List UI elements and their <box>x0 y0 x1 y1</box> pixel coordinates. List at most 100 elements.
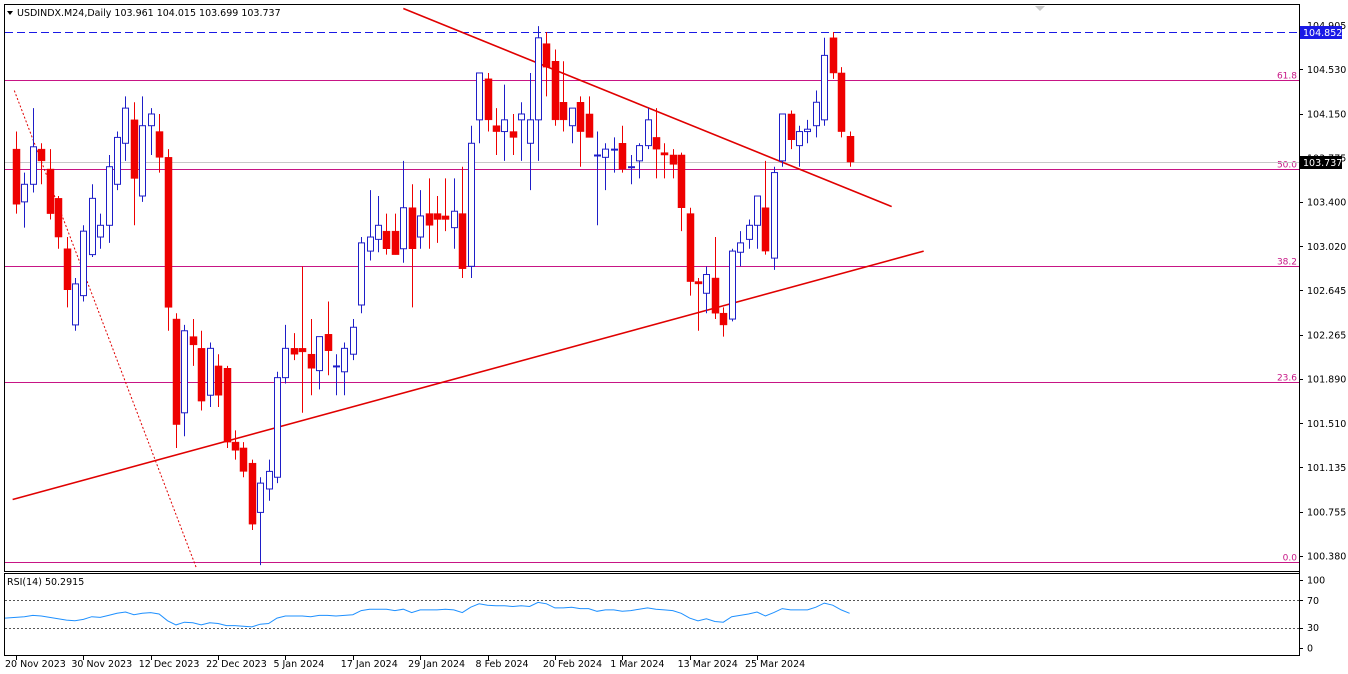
candle <box>669 149 678 179</box>
candle <box>787 110 796 150</box>
date-tick-label: 8 Feb 2024 <box>476 659 529 670</box>
candle-body-bear <box>694 281 703 285</box>
candle-body-bull <box>804 128 811 133</box>
candle-body-bear <box>172 318 181 425</box>
candle <box>829 31 838 79</box>
candle-body-bull <box>703 274 710 294</box>
current-price-tag: 103.737 <box>1300 156 1342 169</box>
trendline-descending[interactable] <box>403 7 892 208</box>
candle-body-bear <box>441 215 450 220</box>
resistance-price-tag: 104.852 <box>1300 26 1342 39</box>
candle-body-bull <box>518 113 525 121</box>
candle-body-bull <box>207 347 214 396</box>
price-tick-label: 104.150 <box>1307 109 1346 120</box>
candle-body-bull <box>796 131 803 147</box>
candle-body-bull <box>754 195 761 226</box>
candle-body-bear <box>290 348 299 355</box>
candle <box>476 72 483 144</box>
rsi-line <box>4 601 850 628</box>
candle <box>89 184 96 257</box>
candle-body-bull <box>72 283 79 326</box>
candle <box>509 113 518 155</box>
horizontal-lines <box>5 32 1299 163</box>
candle <box>80 225 87 302</box>
candle-body-bear <box>197 348 206 402</box>
date-tick-label: 29 Jan 2024 <box>408 659 465 670</box>
candle <box>837 67 846 138</box>
candle-body-bear <box>618 143 627 170</box>
rsi-panel-frame <box>4 573 1300 656</box>
candle-body-bear <box>829 37 838 74</box>
candle <box>12 131 21 214</box>
candle-body-bull <box>636 145 643 162</box>
candle <box>148 108 155 155</box>
candle <box>408 184 417 308</box>
candle-body-bear <box>559 102 568 121</box>
candle-body-bull <box>106 166 113 226</box>
candle-body-bear <box>130 119 139 179</box>
candle <box>761 160 770 255</box>
candle-body-bear <box>239 447 248 472</box>
candle-body-bear <box>542 43 551 68</box>
trendline-ascending[interactable] <box>12 250 924 501</box>
candle-body-bull <box>569 107 576 127</box>
rsi-tick-label: 30 <box>1307 623 1319 634</box>
candle <box>518 102 525 161</box>
candle-body-bull <box>148 113 155 127</box>
candle-body-bear <box>686 213 695 282</box>
candle <box>172 313 181 448</box>
candle <box>576 96 585 167</box>
candle <box>796 125 803 167</box>
candle <box>719 307 728 337</box>
candle-body-bear <box>391 230 400 255</box>
candle-body-bear <box>576 102 585 132</box>
candle <box>645 108 652 150</box>
chart-shift-marker-icon[interactable] <box>1035 6 1045 11</box>
candle-body-bull <box>594 154 601 157</box>
candle-body-bear <box>652 137 661 150</box>
candle <box>274 371 281 484</box>
price-tick-label: 100.755 <box>1307 507 1346 518</box>
candle-body-bull <box>316 336 323 372</box>
candle-body-bear <box>492 125 501 132</box>
candle <box>239 442 248 478</box>
candle-body-bull <box>266 470 273 490</box>
candle <box>737 231 744 267</box>
candle <box>804 119 811 144</box>
current-price-tag-bg <box>1300 156 1342 169</box>
candle-body-bear <box>63 248 72 291</box>
candle <box>611 137 618 173</box>
candle-body-bull <box>527 119 534 144</box>
candle <box>106 154 113 243</box>
candle <box>30 108 37 193</box>
dropdown-triangle-icon[interactable] <box>7 11 13 15</box>
candle <box>248 459 257 530</box>
candle-body-bear <box>425 213 434 226</box>
candle <box>400 160 407 263</box>
candle <box>451 178 458 249</box>
candle-body-bull <box>350 326 357 355</box>
candle <box>542 31 551 97</box>
resistance-tag-bg <box>1300 26 1342 39</box>
candle <box>63 237 72 308</box>
date-tick-label: 12 Dec 2023 <box>139 659 200 670</box>
candle-body-bull <box>89 197 96 256</box>
candle-body-bear <box>223 368 232 443</box>
candle <box>441 178 450 232</box>
candle <box>417 190 424 249</box>
candle-body-bull <box>468 142 475 267</box>
candle-body-bear <box>509 131 518 138</box>
candle <box>139 96 146 202</box>
candle <box>559 61 568 132</box>
candle-body-bull <box>821 54 828 121</box>
candle-body-bull <box>535 37 542 121</box>
price-tick-label: 101.135 <box>1307 463 1346 474</box>
candle <box>37 143 46 185</box>
candle-body-bull <box>417 215 424 238</box>
date-tick-label: 13 Mar 2024 <box>678 659 738 670</box>
candle <box>231 430 240 460</box>
trendline-dotted[interactable] <box>13 90 197 568</box>
candle <box>433 196 442 243</box>
candle <box>307 319 316 396</box>
